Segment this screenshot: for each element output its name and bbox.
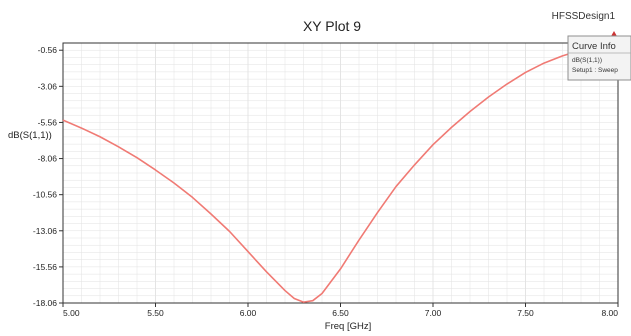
y-tick-label: -15.56 — [33, 262, 57, 272]
y-tick-label: -5.56 — [38, 117, 58, 127]
axis-ticks: 5.00 5.50 6.00 6.50 7.00 7.50 8.00 -0.56 -3.06 -5… — [33, 45, 619, 318]
y-tick-label: -0.56 — [38, 45, 58, 55]
y-tick-label: -8.06 — [38, 154, 58, 164]
x-tick-label: 5.50 — [147, 308, 164, 318]
legend[interactable]: Curve Info dB(S(1,1)) Setup1 : Sweep — [567, 35, 631, 81]
chart-title: XY Plot 9 — [303, 18, 361, 34]
legend-entry-name: dB(S(1,1)) — [572, 57, 602, 64]
legend-box — [567, 35, 631, 81]
legend-title: Curve Info — [572, 41, 616, 52]
y-tick-label: -3.06 — [38, 81, 58, 91]
y-axis-label: dB(S(1,1)) — [8, 130, 52, 141]
x-tick-label: 6.50 — [332, 308, 349, 318]
legend-entry-setup: Setup1 : Sweep — [572, 67, 618, 74]
series-layer — [62, 49, 582, 303]
x-axis-label: Freq [GHz] — [325, 321, 371, 331]
y-tick-label: -10.56 — [33, 190, 57, 200]
design-name: HFSSDesign1 — [552, 11, 616, 22]
x-tick-label: 6.00 — [240, 308, 257, 318]
series-line-s11[interactable] — [62, 49, 582, 303]
grid-lines — [63, 43, 618, 303]
x-tick-label: 5.00 — [63, 308, 80, 318]
x-tick-label: 7.00 — [425, 308, 442, 318]
x-tick-label: 7.50 — [517, 308, 534, 318]
x-tick-label: 8.00 — [601, 308, 618, 318]
y-tick-label: -18.06 — [33, 298, 57, 308]
y-tick-label: -13.06 — [33, 226, 57, 236]
